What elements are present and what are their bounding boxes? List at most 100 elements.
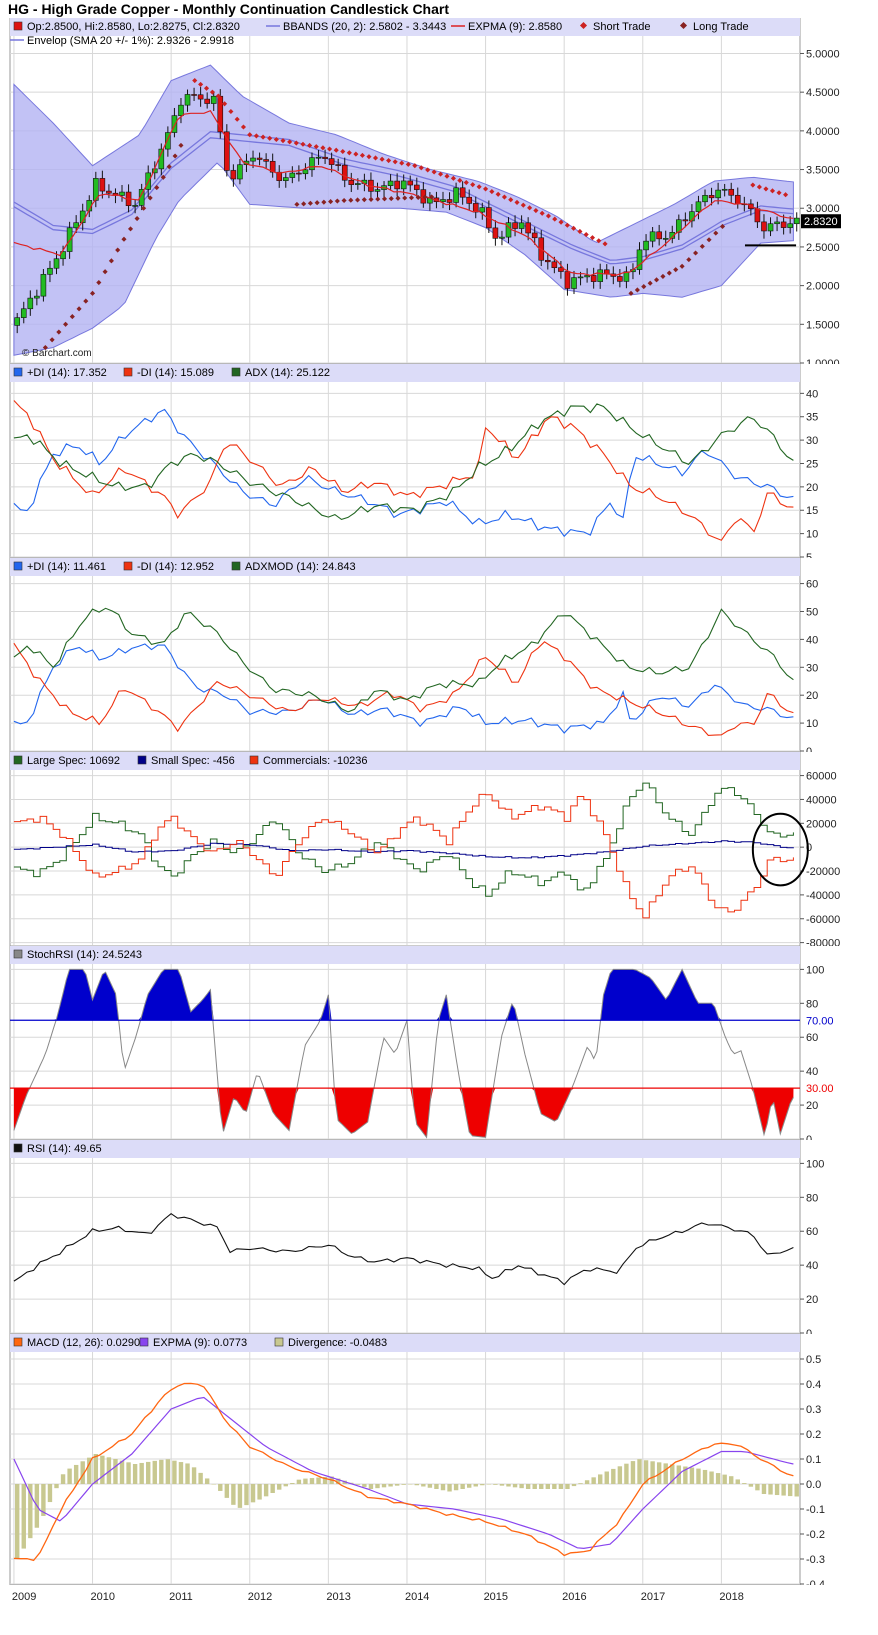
x-tick-label: 2013 [326, 1591, 350, 1603]
candle [263, 153, 269, 170]
y-tick-label: -60000 [806, 914, 840, 926]
candle [14, 313, 21, 334]
divergence-bar [624, 1463, 629, 1484]
candle [407, 175, 414, 192]
divergence-bar [735, 1479, 740, 1484]
divergence-bar [558, 1484, 564, 1489]
legend-label: RSI (14): 49.65 [27, 1143, 102, 1155]
candle [649, 227, 656, 248]
short-trade-marker [247, 132, 253, 138]
candle [315, 149, 322, 165]
stochrsi-panel: 0 20 40 60 80 100 StochRSI (14): 24.5243 70.00 3… [9, 946, 834, 1140]
candle-body [767, 223, 774, 232]
divergence-bar [106, 1457, 112, 1484]
candle-body [53, 258, 60, 269]
divergence-bar [368, 1484, 374, 1489]
short-trade-marker [209, 89, 215, 95]
divergence-bar [231, 1484, 236, 1505]
candle [106, 184, 112, 199]
legend-label: -DI (14): 15.089 [137, 367, 214, 379]
divergence-bar [244, 1484, 249, 1506]
candle [459, 181, 466, 205]
candle [656, 224, 662, 246]
legend-item: Small Spec: -456 [137, 755, 235, 767]
divergence-bar [453, 1484, 459, 1491]
bollinger-band [13, 64, 794, 356]
divergence-bar [178, 1462, 184, 1484]
candle-body [40, 274, 47, 297]
candle [492, 220, 499, 246]
candle-body [754, 208, 761, 223]
y-tick-label: 20 [806, 482, 818, 494]
candle-body [171, 115, 178, 133]
candle-body [237, 164, 243, 180]
candle [47, 260, 53, 283]
legend-bar [10, 18, 800, 36]
long-trade-marker [154, 185, 160, 191]
short-trade-marker [228, 108, 234, 115]
y-tick-label: 20 [806, 1294, 818, 1306]
y-tick-label: 40 [806, 388, 818, 400]
candle-body [302, 169, 309, 175]
candle-body [728, 188, 735, 196]
candle-body [774, 221, 780, 225]
short-trade-marker [470, 182, 476, 188]
candle-body [617, 276, 623, 282]
divergence-bar [722, 1474, 727, 1484]
divergence-bar [525, 1484, 531, 1489]
divergence-bar [434, 1484, 439, 1489]
long-trade-marker [172, 153, 178, 159]
x-tick-label: 2009 [12, 1591, 36, 1603]
y-tick-label: 60 [806, 1226, 818, 1238]
candle-body [335, 164, 341, 166]
divergence-bar [21, 1484, 26, 1549]
stochrsi-line [13, 968, 794, 1139]
y-tick-label: 80 [806, 1192, 818, 1204]
y-tick-label: -0.1 [806, 1504, 825, 1516]
divergence-bar [263, 1484, 269, 1497]
candle-body [761, 221, 767, 232]
candle-body [210, 95, 217, 104]
candle [643, 234, 649, 258]
long-trade-marker [348, 197, 354, 203]
legend-item: Envelop (SMA 20 +/- 1%): 2.9326 - 2.9918 [10, 35, 234, 47]
legend-label: Op:2.8500, Hi:2.8580, Lo:2.8275, Cl:2.83… [27, 21, 240, 33]
candle-body [518, 222, 525, 229]
divergence-bar [480, 1484, 485, 1486]
y-tick-label: 35 [806, 412, 818, 424]
legend-item: Commercials: -10236 [249, 755, 368, 767]
x-tick-label: 2018 [719, 1591, 743, 1603]
divergence-bar [309, 1478, 315, 1484]
short-trade-marker [240, 124, 247, 130]
candle-body [20, 308, 27, 318]
candle [387, 174, 394, 191]
legend-item: Large Spec: 10692 [13, 755, 120, 767]
x-tick-label: 2017 [641, 1591, 665, 1603]
divergence-bar [630, 1461, 636, 1484]
divergence-bar [427, 1484, 433, 1488]
divergence-bar [421, 1484, 426, 1487]
y-tick-label: -40000 [806, 890, 840, 902]
divergence-bar [683, 1466, 688, 1484]
y-tick-label: 20 [806, 690, 818, 702]
legend-swatch [137, 755, 147, 765]
candle [564, 263, 571, 296]
y-tick-label: 3.5000 [806, 165, 840, 177]
legend-bar [10, 1140, 800, 1158]
candle-body [230, 170, 237, 180]
candle-body [355, 183, 361, 185]
candle [230, 164, 237, 187]
legend-item: BBANDS (20, 2): 2.5802 - 3.3443 [266, 21, 446, 33]
divergence-bar [729, 1476, 734, 1484]
candle [210, 91, 217, 111]
candle-body [224, 131, 230, 171]
candle [636, 242, 643, 275]
divergence-bar [532, 1484, 537, 1489]
divergence-bar [165, 1459, 171, 1484]
divergence-bar [277, 1484, 282, 1490]
divergence-bar [650, 1461, 655, 1484]
divergence-bar [93, 1454, 99, 1484]
legend-swatch [13, 949, 23, 959]
y-tick-label: -0.2 [806, 1529, 825, 1541]
legend-label: Envelop (SMA 20 +/- 1%): 2.9326 - 2.9918 [27, 35, 234, 47]
